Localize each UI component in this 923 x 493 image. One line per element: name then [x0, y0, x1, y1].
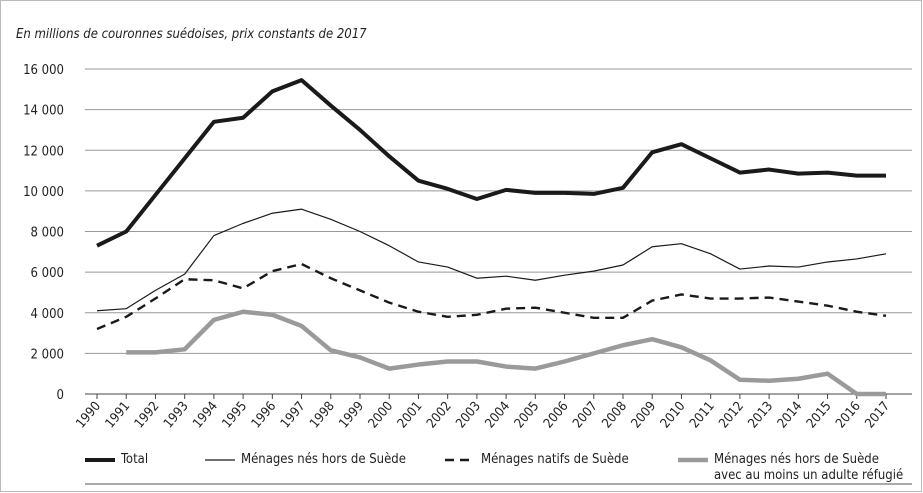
x-tick-label: 2009	[629, 399, 660, 431]
legend-label: Ménages natifs de Suède	[481, 452, 629, 467]
x-tick-label: 2011	[687, 399, 718, 431]
y-tick-label: 0	[57, 388, 64, 403]
x-tick-label: 1998	[307, 399, 338, 431]
chart-title: En millions de couronnes suédoises, prix…	[16, 27, 367, 42]
x-tick-label: 1997	[278, 399, 309, 431]
y-tick-label: 4 000	[31, 307, 64, 322]
x-tick-label: 1990	[73, 399, 104, 431]
legend-label: Ménages nés hors de Suède	[241, 452, 406, 467]
x-tick-label: 2006	[541, 399, 572, 431]
x-tick-label: 1991	[103, 399, 134, 431]
x-tick-label: 2002	[424, 399, 455, 431]
x-tick-label: 2003	[453, 399, 484, 431]
y-tick-label: 6 000	[31, 266, 64, 281]
y-tick-label: 10 000	[23, 185, 64, 200]
legend-label: Ménages nés hors de Suède avec au moins …	[714, 452, 904, 483]
y-tick-label: 8 000	[31, 226, 64, 241]
x-tick-label: 2014	[775, 399, 806, 431]
series-line	[126, 309, 886, 397]
y-tick-label: 16 000	[23, 63, 64, 78]
x-tick-label: 2001	[395, 399, 426, 431]
x-tick-label: 1992	[132, 399, 163, 431]
x-tick-label: 1996	[249, 399, 280, 431]
x-tick-label: 1993	[161, 399, 192, 431]
series-line	[96, 262, 887, 331]
x-tick-label: 2010	[658, 399, 689, 431]
y-tick-label: 14 000	[23, 104, 64, 119]
x-tick-label: 2008	[599, 399, 630, 431]
x-tick-label: 2017	[862, 399, 893, 431]
x-tick-label: 1995	[220, 399, 251, 431]
x-tick-label: 1994	[190, 399, 221, 431]
series-line	[96, 78, 886, 248]
x-tick-label: 2016	[833, 399, 864, 431]
x-tick-label: 2007	[570, 399, 601, 431]
series-line	[96, 208, 887, 312]
x-tick-label: 2015	[804, 399, 835, 431]
legend-label: Total	[121, 452, 149, 467]
y-tick-label: 2 000	[31, 347, 64, 362]
x-tick-label: 2013	[746, 399, 777, 431]
x-tick-label: 2000	[366, 399, 397, 431]
x-tick-label: 2012	[716, 399, 747, 431]
x-tick-label: 2005	[512, 399, 543, 431]
y-tick-label: 12 000	[23, 144, 64, 159]
x-tick-label: 1999	[336, 399, 367, 431]
x-tick-label: 2004	[483, 399, 514, 431]
